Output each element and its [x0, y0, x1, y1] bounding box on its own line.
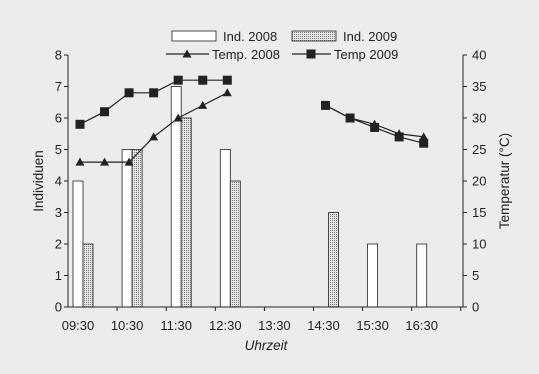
- legend-marker-temp-2008: [182, 49, 192, 58]
- marker-temp-2008-12:00: [198, 100, 208, 109]
- legend: Ind. 2008 Ind. 2009 Temp. 2008 Temp 2009: [166, 29, 398, 62]
- legend-label-ind-2009: Ind. 2009: [343, 29, 397, 44]
- left-tick-label-4: 4: [55, 174, 62, 189]
- right-tick-label-40: 40: [472, 48, 486, 63]
- legend-label-ind-2008: Ind. 2008: [223, 29, 277, 44]
- marker-temp-2009-15:00: [345, 113, 355, 123]
- left-tick-label-6: 6: [55, 111, 62, 126]
- chart-frame: [4, 4, 535, 370]
- marker-temp-2008-16:30: [419, 132, 429, 141]
- marker-temp-2008-09:30: [75, 157, 85, 166]
- marker-temp-2008-10:30: [124, 157, 134, 166]
- bar-ind-2008-15:30: [367, 243, 379, 308]
- right-tick-label-20: 20: [472, 174, 486, 189]
- legend-label-temp-2009: Temp 2009: [334, 47, 398, 62]
- legend-swatch-ind-2009: [291, 30, 337, 42]
- right-tick-label-10: 10: [472, 237, 486, 252]
- x-tick-label-11:30: 11:30: [160, 318, 192, 333]
- marker-temp-2008-11:00: [149, 132, 159, 141]
- bar-ind-2009-09:30: [82, 243, 94, 308]
- left-tick-label-0: 0: [55, 300, 62, 315]
- legend-marker-temp-2009: [306, 49, 316, 59]
- bar-ind-2009-10:30: [131, 149, 143, 308]
- left-tick-label-1: 1: [55, 268, 62, 283]
- bar-ind-2008-12:30: [219, 149, 231, 308]
- x-tick-label-13:30: 13:30: [258, 318, 291, 333]
- bar-ind-2009-11:30: [180, 117, 192, 308]
- lines: [75, 75, 429, 166]
- x-tick-label-16:30: 16:30: [405, 318, 438, 333]
- left-axis-title: Individuen: [31, 150, 46, 212]
- legend-swatch-ind-2008: [171, 30, 217, 42]
- right-tick-label-15: 15: [472, 205, 486, 220]
- marker-temp-2008-10:00: [100, 157, 110, 166]
- marker-temp-2009-16:30: [419, 138, 429, 148]
- bar-ind-2009-12:30: [229, 180, 241, 308]
- x-tick-label-14:30: 14:30: [307, 318, 340, 333]
- left-tick-label-7: 7: [55, 79, 62, 94]
- marker-temp-2008-11:30: [173, 113, 183, 122]
- marker-temp-2009-10:30: [124, 88, 134, 98]
- marker-temp-2009-16:00: [394, 132, 404, 142]
- left-tick-label-5: 5: [55, 142, 62, 157]
- marker-temp-2009-15:30: [370, 122, 380, 132]
- x-tick-label-12:30: 12:30: [209, 318, 242, 333]
- right-tick-label-0: 0: [472, 300, 479, 315]
- right-tick-label-30: 30: [472, 111, 486, 126]
- marker-temp-2009-09:30: [75, 119, 85, 129]
- marker-temp-2009-14:30: [321, 100, 330, 110]
- x-axis-title: Uhrzeit: [245, 338, 289, 353]
- marker-temp-2008-12:30: [222, 88, 232, 97]
- left-tick-label-3: 3: [55, 205, 62, 220]
- marker-temp-2009-12:30: [222, 75, 232, 85]
- marker-temp-2009-10:00: [100, 107, 110, 117]
- bar-ind-2009-14:30: [328, 212, 339, 308]
- x-tick-label-15:30: 15:30: [356, 318, 389, 333]
- right-tick-label-35: 35: [472, 79, 486, 94]
- bar-ind-2008-16:30: [416, 243, 428, 308]
- x-tick-label-09:30: 09:30: [62, 318, 95, 333]
- right-tick-label-5: 5: [472, 268, 479, 283]
- marker-temp-2009-12:00: [198, 75, 208, 85]
- right-axis-title: Temperatur (°C): [497, 133, 512, 229]
- marker-temp-2009-11:00: [149, 88, 159, 98]
- legend-label-temp-2008: Temp. 2008: [212, 47, 280, 62]
- marker-temp-2009-11:30: [173, 75, 183, 85]
- left-tick-label-2: 2: [55, 237, 62, 252]
- chart-background: [4, 4, 535, 370]
- left-tick-label-8: 8: [55, 48, 62, 63]
- x-tick-label-10:30: 10:30: [111, 318, 144, 333]
- bar-ind-2008-10:30: [121, 149, 133, 308]
- axes: 0 1 2 3 4 5 6 7 8 0 5 10 15 20 25 30 35 40 09:30 10:30 11:30…: [31, 48, 512, 354]
- bars: [72, 86, 428, 308]
- bar-ind-2008-09:30: [72, 180, 84, 308]
- right-tick-label-25: 25: [472, 142, 486, 157]
